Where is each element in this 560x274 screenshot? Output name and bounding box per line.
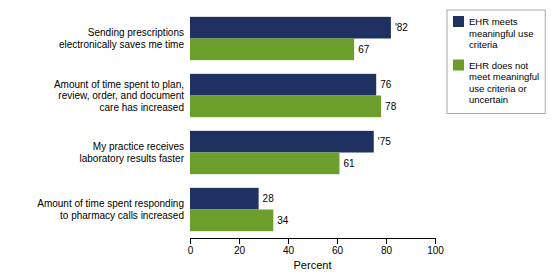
tick: 80 bbox=[381, 238, 393, 256]
axis-line bbox=[191, 239, 436, 245]
tick-label: 80 bbox=[381, 245, 393, 256]
bar bbox=[190, 131, 374, 153]
tick: Amount of time spent to plan,review, ord… bbox=[54, 79, 184, 113]
legend-label-line: meaningful use bbox=[469, 28, 533, 39]
data-labels: 28 '75 76 '82 34 61 78 67 bbox=[263, 22, 409, 226]
tick-mark bbox=[239, 238, 240, 244]
legend-label: EHR meetsmeaningful usecriteria bbox=[469, 16, 533, 50]
tick-label-line: Amount of time spent responding bbox=[37, 198, 184, 209]
data-label: 34 bbox=[277, 215, 289, 226]
bar bbox=[190, 188, 259, 210]
data-label: '75 bbox=[378, 136, 391, 147]
legend-label-line: uncertain bbox=[469, 94, 508, 105]
data-label: 78 bbox=[385, 101, 397, 112]
tick-mark bbox=[190, 238, 191, 244]
tick-label-line: Amount of time spent to plan, bbox=[54, 79, 184, 90]
tick-label: 100 bbox=[427, 245, 444, 256]
data-label: 76 bbox=[380, 79, 392, 90]
legend-label-line: EHR does not bbox=[469, 60, 529, 71]
tick-label-line: to pharmacy calls increased bbox=[60, 210, 184, 221]
legend-item: EHR meetsmeaningful usecriteria bbox=[453, 16, 533, 50]
tick-label: Amount of time spent to plan,review, ord… bbox=[54, 79, 184, 113]
legend-frame bbox=[447, 10, 545, 114]
tick-label-line: My practice receives bbox=[93, 141, 184, 152]
tick-label-line: review, order, and document bbox=[58, 90, 184, 101]
x-axis: 0 20 40 60 80 100 bbox=[188, 238, 445, 256]
tick-label-line: electronically saves me time bbox=[59, 39, 184, 50]
tick: My practice receiveslaboratory results f… bbox=[80, 141, 185, 164]
tick-label: Amount of time spent respondingto pharma… bbox=[37, 198, 184, 221]
tick-label: 40 bbox=[283, 245, 295, 256]
legend-label-line: criteria bbox=[469, 39, 498, 50]
tick-mark bbox=[386, 238, 387, 244]
legend: EHR meetsmeaningful usecriteria EHR does … bbox=[447, 10, 545, 114]
bar bbox=[190, 153, 339, 175]
bar bbox=[190, 74, 376, 96]
legend-label-line: meet meaningful bbox=[469, 71, 539, 82]
data-label: 61 bbox=[343, 158, 355, 169]
tick-label-line: laboratory results faster bbox=[80, 153, 185, 164]
tick-mark bbox=[435, 238, 436, 244]
data-label: 28 bbox=[263, 193, 275, 204]
tick-label-line: care has increased bbox=[100, 102, 185, 113]
legend-label-line: EHR meets bbox=[469, 16, 518, 27]
tick: 0 bbox=[188, 238, 194, 256]
legend-swatch bbox=[453, 16, 464, 27]
legend-label-line: use criteria or bbox=[469, 83, 527, 94]
tick: 20 bbox=[234, 238, 246, 256]
chart: 28 '75 76 '82 34 61 78 67 0 20 40 60 80 100 Percent Amo… bbox=[0, 0, 560, 274]
bar bbox=[190, 17, 391, 39]
tick-label: My practice receiveslaboratory results f… bbox=[80, 141, 185, 164]
tick: Sending prescriptionselectronically save… bbox=[59, 27, 184, 50]
tick-label-line: Sending prescriptions bbox=[88, 27, 184, 38]
tick-label: Sending prescriptionselectronically save… bbox=[59, 27, 184, 50]
bar bbox=[190, 39, 354, 61]
legend-label: EHR does notmeet meaningfuluse criteria … bbox=[469, 60, 539, 106]
axis-title: Percent bbox=[294, 259, 332, 271]
legend-swatch bbox=[453, 60, 464, 71]
plot: 28 '75 76 '82 34 61 78 67 0 20 40 60 80 100 Percent Amo… bbox=[37, 17, 444, 271]
tick-label: 20 bbox=[234, 245, 246, 256]
bar-series bbox=[190, 17, 391, 210]
data-label: '82 bbox=[395, 22, 408, 33]
y-axis: Amount of time spent respondingto pharma… bbox=[37, 27, 184, 221]
bar-series bbox=[190, 39, 381, 232]
tick-label: 0 bbox=[188, 245, 194, 256]
bar bbox=[190, 210, 273, 232]
tick: 60 bbox=[332, 238, 344, 256]
legend-item: EHR does notmeet meaningfuluse criteria … bbox=[453, 60, 539, 106]
bar bbox=[190, 96, 381, 118]
tick: 40 bbox=[283, 238, 295, 256]
tick: Amount of time spent respondingto pharma… bbox=[37, 198, 184, 221]
tick-label: 60 bbox=[332, 245, 344, 256]
tick-mark bbox=[288, 238, 289, 244]
bars bbox=[190, 17, 391, 231]
tick-mark bbox=[337, 238, 338, 244]
tick: 100 bbox=[427, 238, 444, 256]
data-label: 67 bbox=[358, 44, 370, 55]
